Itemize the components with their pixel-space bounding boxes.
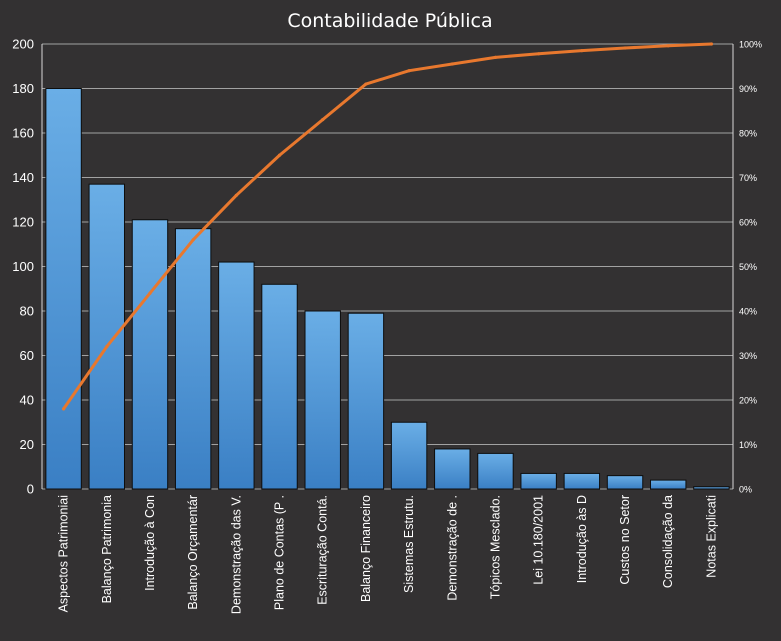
category-label: Notas Explicati <box>704 495 718 578</box>
category-label: Balanço Patrimonia <box>100 495 114 603</box>
cumulative-point <box>407 69 411 73</box>
bar <box>218 261 255 490</box>
cumulative-point <box>623 46 627 50</box>
bar <box>304 310 341 490</box>
cumulative-point <box>321 118 325 122</box>
cumulative-point <box>580 49 584 53</box>
y2-tick-label: 90% <box>739 84 757 94</box>
category-label: Tópicos Mesclado. <box>488 495 502 599</box>
category-label: Balanço Orçamentár <box>186 495 200 610</box>
y-tick-label: 120 <box>12 215 34 230</box>
category-label: Lei 10.180/2001 <box>532 495 546 585</box>
cumulative-point <box>191 238 195 242</box>
cumulative-point <box>234 193 238 197</box>
cumulative-point <box>493 55 498 59</box>
bar <box>477 452 514 490</box>
y2-tick-label: 20% <box>739 396 757 406</box>
category-axis: Aspectos Patrimoniai Balanço Patrimonia In… <box>57 495 719 614</box>
cumulative-point <box>61 407 66 411</box>
cumulative-point <box>364 82 368 86</box>
y-tick-label: 0 <box>27 482 34 497</box>
cumulative-line-layer <box>61 42 714 411</box>
cumulative-line <box>62 42 713 411</box>
category-label: Introdução à Con <box>143 495 157 591</box>
y2-tick-label: 40% <box>739 307 757 317</box>
y-tick-label: 180 <box>12 81 34 96</box>
category-label: Demonstração das V. <box>229 495 243 614</box>
cumulative-point <box>537 52 541 56</box>
y2-tick-label: 100% <box>739 40 762 50</box>
bar <box>174 228 212 490</box>
bar <box>606 475 644 490</box>
y-tick-label: 200 <box>12 37 34 52</box>
category-label: Balanço Financeiro <box>359 495 373 602</box>
cumulative-point <box>105 345 109 349</box>
y2-tick-label: 30% <box>739 351 757 361</box>
y2-tick-label: 70% <box>739 173 757 183</box>
bar <box>347 312 385 490</box>
bar <box>131 219 169 490</box>
right-axis: 0% 10% 20% 30% 40% 50% 60% 70% 80% 90% 100% <box>732 40 762 495</box>
cumulative-point <box>148 291 152 295</box>
category-label: Introdução às D <box>575 495 589 583</box>
y2-tick-label: 60% <box>739 218 757 228</box>
y2-tick-label: 80% <box>739 129 757 139</box>
category-label: Consolidação da <box>661 495 675 588</box>
bar <box>45 88 82 490</box>
y-tick-label: 100 <box>12 259 34 274</box>
cumulative-point <box>450 62 454 66</box>
bar-layer <box>45 88 730 490</box>
category-label: Demonstração de . <box>445 495 459 601</box>
cumulative-point <box>666 44 670 48</box>
bar <box>520 472 557 490</box>
bar <box>563 472 601 490</box>
category-label: Escrituração Contá. <box>316 495 330 605</box>
bar <box>390 421 428 490</box>
cumulative-point <box>709 42 714 46</box>
category-label: Aspectos Patrimoniai <box>57 495 71 612</box>
bar <box>261 283 298 490</box>
y-tick-label: 40 <box>20 393 34 408</box>
y-tick-label: 60 <box>20 348 34 363</box>
y-tick-label: 160 <box>12 126 34 141</box>
category-label: Plano de Contas (P . <box>273 495 287 610</box>
y2-tick-label: 10% <box>739 440 757 450</box>
bar <box>434 448 471 490</box>
category-label: Sistemas Estrutu. <box>402 495 416 593</box>
y2-tick-label: 50% <box>739 262 757 272</box>
y2-tick-label: 0% <box>739 485 752 495</box>
bar <box>650 479 687 490</box>
y-tick-label: 140 <box>12 170 34 185</box>
left-axis: 0 20 40 60 80 100 120 140 160 180 200 <box>12 37 43 497</box>
chart-title: Contabilidade Pública <box>287 10 492 32</box>
y-tick-label: 80 <box>20 304 34 319</box>
bar <box>88 183 125 490</box>
category-label: Custos no Setor <box>618 495 632 585</box>
cumulative-point <box>277 153 282 157</box>
bar <box>693 486 730 490</box>
y-tick-label: 20 <box>20 437 34 452</box>
